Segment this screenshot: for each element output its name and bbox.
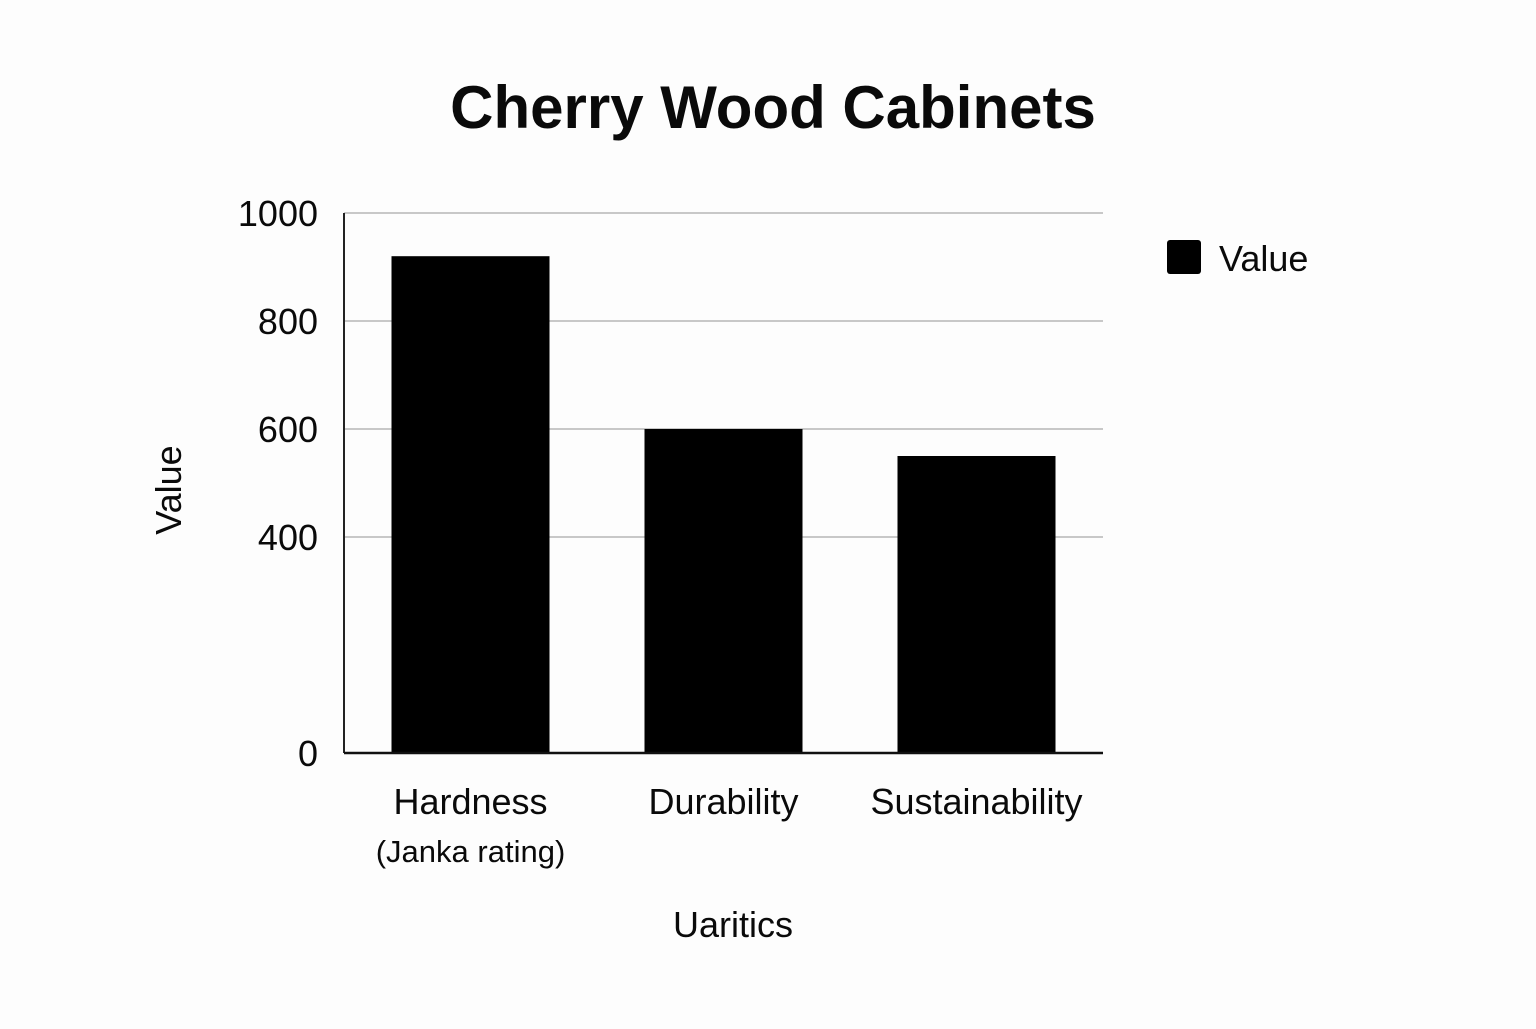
chart-title: Cherry Wood Cabinets — [450, 74, 1096, 141]
legend-swatch — [1167, 240, 1201, 274]
legend: Value — [1167, 238, 1308, 279]
bar — [391, 256, 550, 753]
y-axis-title: Value — [148, 445, 189, 534]
y-tick-labels: 0 400 600 800 1000 — [238, 193, 318, 774]
x-tick-label: Hardness — [393, 781, 547, 822]
y-tick-label: 800 — [258, 301, 318, 342]
x-tick-sublabel: (Janka rating) — [376, 834, 566, 869]
bar — [897, 456, 1056, 753]
legend-label: Value — [1219, 238, 1308, 279]
bars — [391, 256, 1056, 753]
y-tick-label: 0 — [298, 733, 318, 774]
bar — [644, 429, 803, 753]
x-tick-labels: Hardness (Janka rating) Durability Sustaina… — [376, 781, 1083, 869]
x-axis-title: Uaritics — [673, 904, 793, 945]
x-tick-label: Durability — [648, 781, 798, 822]
y-tick-label: 400 — [258, 517, 318, 558]
y-tick-label: 600 — [258, 409, 318, 450]
y-tick-label: 1000 — [238, 193, 318, 234]
x-tick-label: Sustainability — [870, 781, 1082, 822]
